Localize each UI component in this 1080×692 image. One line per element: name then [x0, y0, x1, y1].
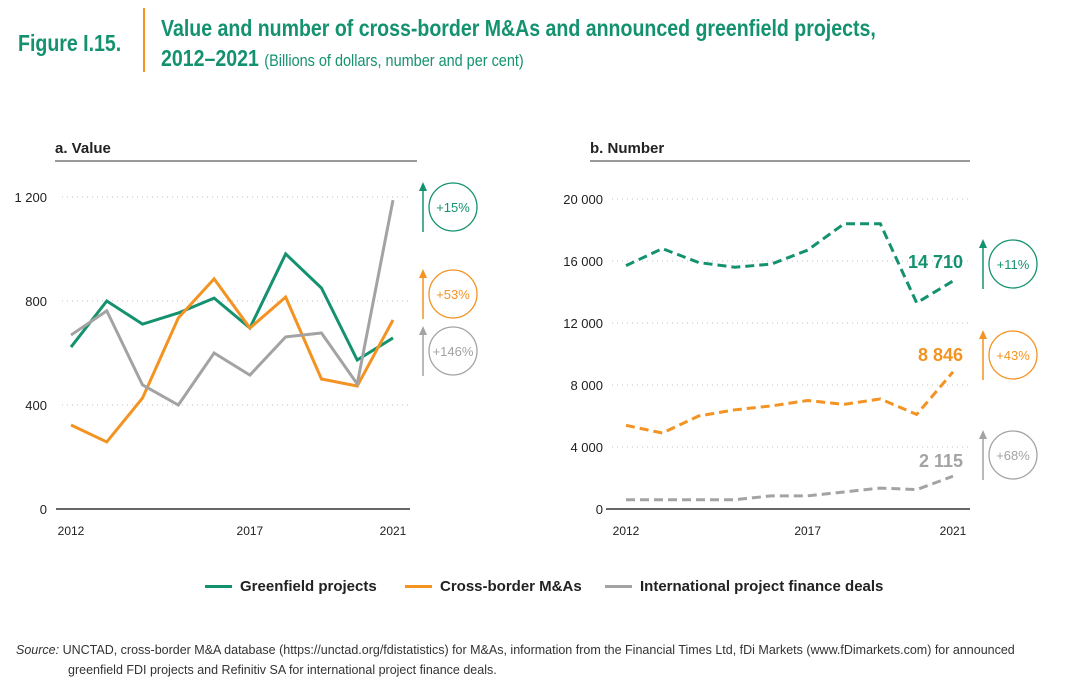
change-badge-label: +43% — [996, 348, 1030, 363]
x-tick-label: 2012 — [613, 524, 640, 538]
y-tick-label: 0 — [40, 502, 47, 517]
source-line-2: greenfield FDI projects and Refinitiv SA… — [68, 663, 497, 677]
x-tick-label: 2012 — [58, 524, 85, 538]
arrowhead-icon — [979, 430, 987, 439]
change-badge-label: +68% — [996, 448, 1030, 463]
figure-label: Figure I.15. — [18, 30, 122, 56]
title-divider — [143, 8, 145, 72]
change-badge — [988, 430, 1038, 480]
change-badge-label: +146% — [433, 344, 474, 359]
x-tick-label: 2021 — [380, 524, 407, 538]
legend-item-finance: International project finance deals — [605, 578, 883, 595]
series-line-greenfield — [625, 222, 954, 305]
series-line-ma — [70, 276, 395, 444]
y-tick-label: 12 000 — [563, 316, 603, 331]
series-line-greenfield — [69, 251, 394, 363]
x-tick-label: 2017 — [794, 524, 821, 538]
series-line-finance — [70, 199, 395, 407]
panel-number: b. Number 0 4 000 8 000 12 000 16 000 20 000 20… — [563, 140, 1038, 538]
source-label: Source: — [16, 643, 60, 657]
change-badge — [988, 330, 1038, 380]
change-badge — [428, 326, 478, 376]
arrowhead-icon — [419, 326, 427, 335]
change-badge-label: +15% — [436, 200, 470, 215]
change-badge — [428, 269, 478, 319]
legend-label: Greenfield projects — [240, 578, 377, 595]
source-line-1: UNCTAD, cross-border M&A database (https… — [62, 643, 1015, 657]
title-subtitle: (Billions of dollars, number and per cen… — [264, 51, 524, 70]
legend-label: Cross-border M&As — [440, 578, 582, 595]
end-value-label: 14 710 — [908, 252, 963, 272]
change-badge-label: +11% — [997, 257, 1030, 272]
legend-item-ma: Cross-border M&As — [405, 578, 582, 595]
source-note: Source: UNCTAD, cross-border M&A databas… — [16, 640, 1076, 680]
legend-label: International project finance deals — [640, 578, 884, 595]
y-tick-label: 800 — [25, 294, 47, 309]
series-line-finance — [626, 474, 954, 502]
y-tick-label: 4 000 — [570, 440, 603, 455]
change-badge — [988, 239, 1038, 289]
arrowhead-icon — [419, 182, 427, 191]
x-tick-label: 2017 — [237, 524, 264, 538]
y-tick-label: 16 000 — [563, 254, 603, 269]
arrowhead-icon — [979, 330, 987, 339]
panel-title: b. Number — [590, 140, 664, 157]
legend-item-greenfield: Greenfield projects — [205, 578, 377, 595]
chart-title: Value and number of cross-border M&As an… — [161, 13, 876, 76]
y-tick-label: 400 — [25, 398, 47, 413]
x-tick-label: 2021 — [940, 524, 967, 538]
legend-swatch — [205, 585, 232, 588]
y-tick-label: 20 000 — [563, 192, 603, 207]
title-years: 2012–2021 — [161, 45, 259, 71]
arrowhead-icon — [419, 269, 427, 278]
title-main: Value and number of cross-border M&As an… — [161, 15, 876, 41]
series-line-ma — [625, 370, 955, 435]
legend-swatch — [405, 585, 432, 588]
panel-title: a. Value — [55, 140, 111, 157]
arrowhead-icon — [979, 239, 987, 248]
panel-value: a. Value 0 400 800 1 200 2012 2017 2021 +146% +53… — [14, 140, 478, 538]
y-tick-label: 0 — [596, 502, 603, 517]
y-tick-label: 1 200 — [14, 190, 47, 205]
legend-swatch — [605, 585, 632, 588]
end-value-label: 8 846 — [918, 345, 963, 365]
y-tick-label: 8 000 — [570, 378, 603, 393]
change-badge-label: +53% — [436, 287, 470, 302]
end-value-label: 2 115 — [919, 451, 963, 471]
change-badge — [428, 182, 478, 232]
